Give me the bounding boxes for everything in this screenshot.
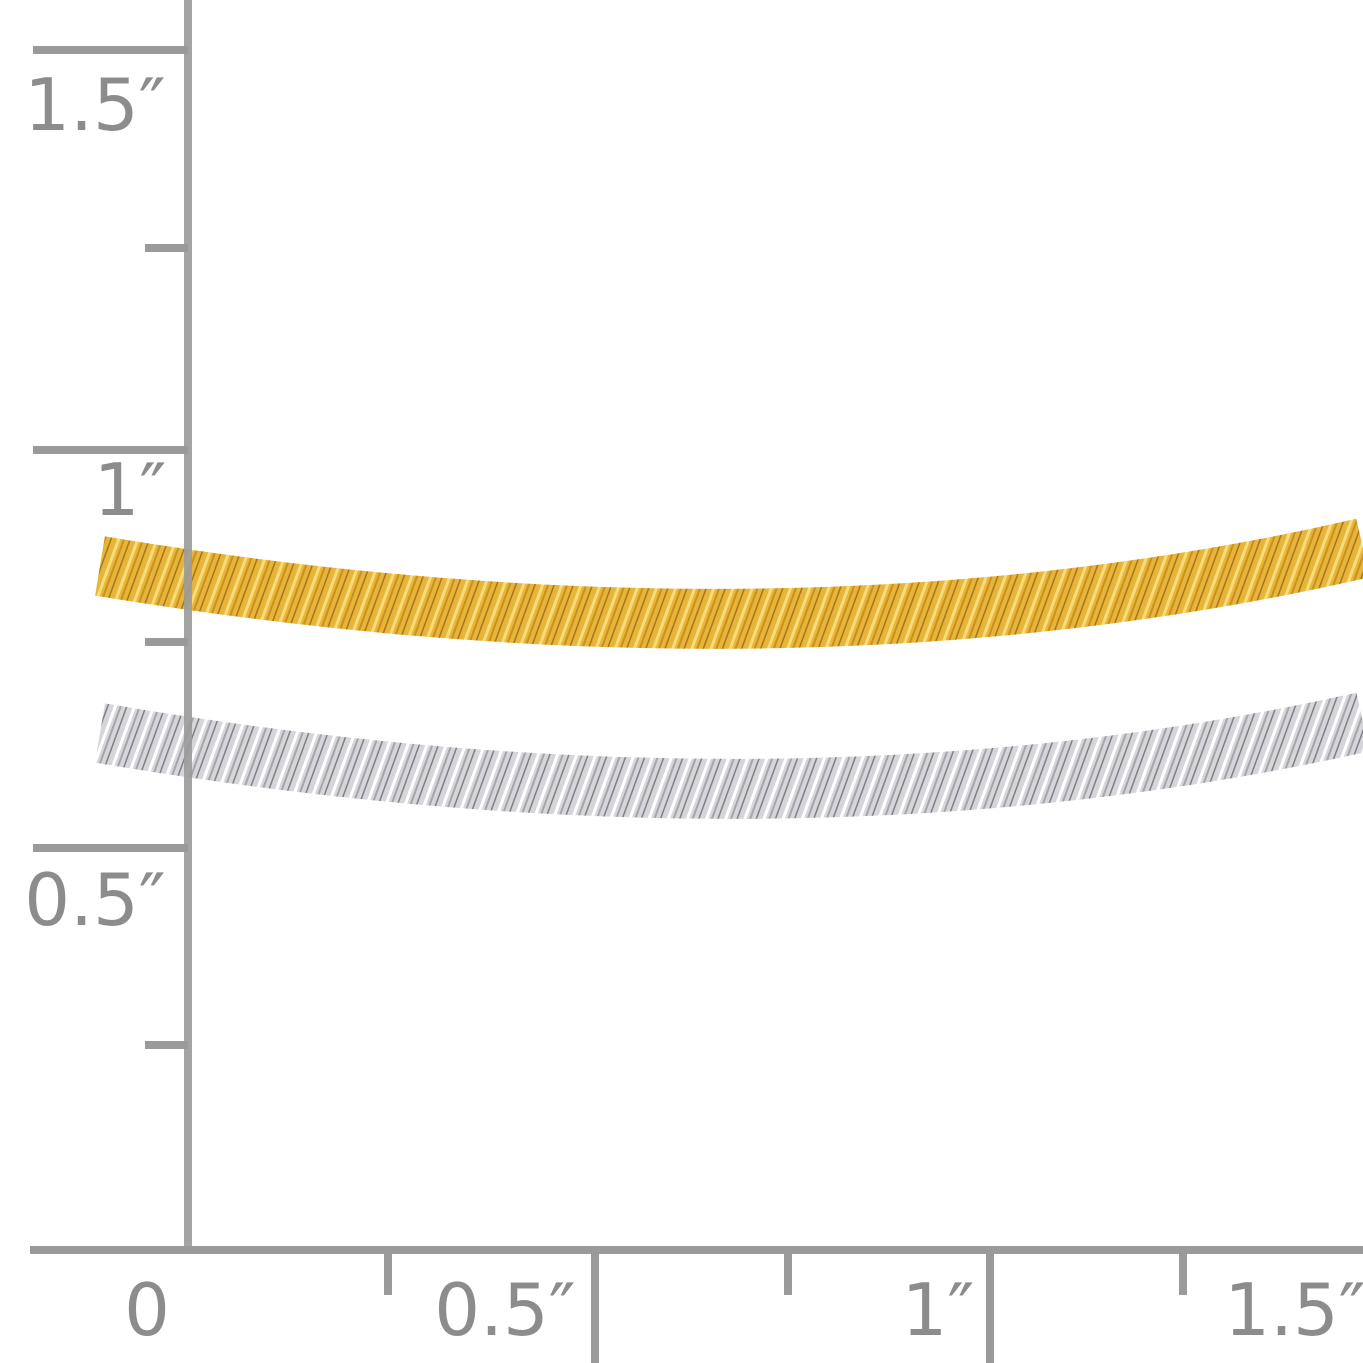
ruler xyxy=(30,0,1363,1363)
x-label: 1″ xyxy=(902,1268,975,1352)
y-label: 1″ xyxy=(94,448,167,532)
silver-chain xyxy=(94,692,1363,819)
x-label: 0 xyxy=(124,1268,170,1352)
x-label: 1.5″ xyxy=(1224,1268,1363,1352)
gold-chain xyxy=(95,518,1363,649)
x-label: 0.5″ xyxy=(434,1268,575,1352)
y-label: 1.5″ xyxy=(24,63,165,147)
y-label: 0.5″ xyxy=(24,858,165,942)
